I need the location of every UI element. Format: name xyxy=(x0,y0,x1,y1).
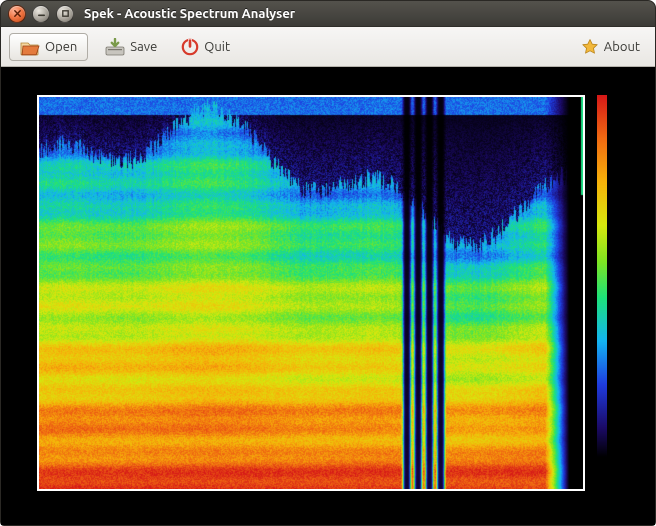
open-button[interactable]: Open xyxy=(9,33,88,61)
titlebar[interactable]: Spek - Acoustic Spectrum Analyser xyxy=(1,1,655,27)
spectrogram-canvas xyxy=(39,97,583,489)
save-icon xyxy=(105,38,125,56)
maximize-window-button[interactable] xyxy=(56,5,74,23)
window-controls xyxy=(8,5,74,23)
maximize-icon xyxy=(61,9,70,18)
spectrogram-frame xyxy=(37,95,585,491)
open-label: Open xyxy=(45,40,77,54)
toolbar: Open Save Quit xyxy=(1,27,655,67)
folder-open-icon xyxy=(20,38,40,56)
application-window: Spek - Acoustic Spectrum Analyser Open S… xyxy=(0,0,656,526)
quit-label: Quit xyxy=(204,40,230,54)
quit-button[interactable]: Quit xyxy=(174,35,237,59)
about-label: About xyxy=(604,40,640,54)
star-icon xyxy=(581,38,599,56)
minimize-icon xyxy=(37,9,46,18)
save-label: Save xyxy=(130,40,157,54)
close-window-button[interactable] xyxy=(8,5,26,23)
power-icon xyxy=(181,38,199,56)
intensity-colorbar xyxy=(597,95,607,457)
save-button[interactable]: Save xyxy=(98,35,164,59)
close-icon xyxy=(13,9,22,18)
about-button[interactable]: About xyxy=(574,35,647,59)
minimize-window-button[interactable] xyxy=(32,5,50,23)
spectrogram-container xyxy=(37,95,607,491)
window-title: Spek - Acoustic Spectrum Analyser xyxy=(84,7,295,21)
content-area xyxy=(1,67,655,525)
